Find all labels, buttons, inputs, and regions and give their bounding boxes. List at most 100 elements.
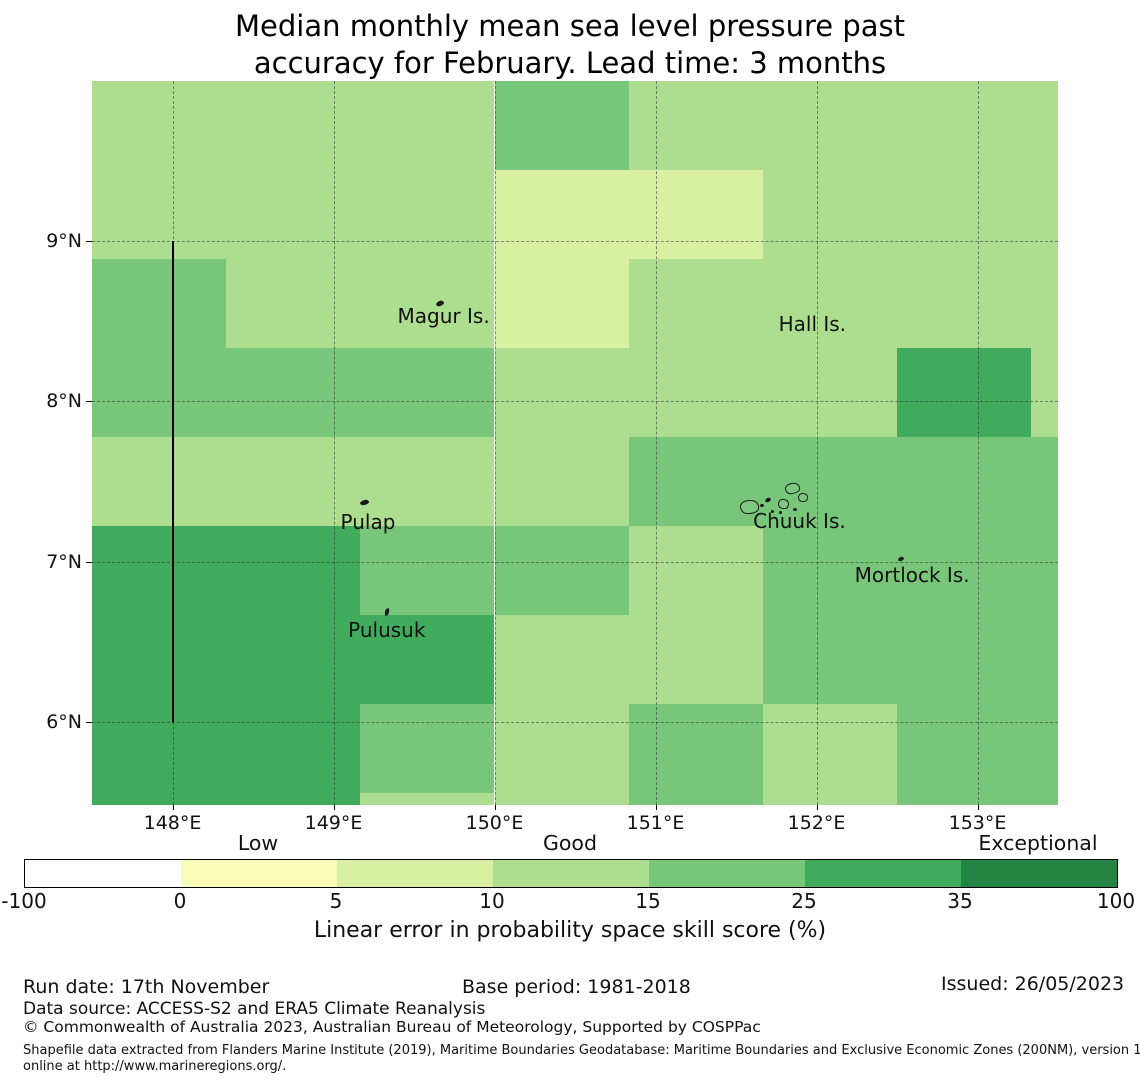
map-cell [226, 436, 361, 526]
map-cell [897, 258, 1032, 348]
longitude-tick-label: 150°E [465, 812, 524, 834]
map-cell [628, 81, 763, 170]
map-cell [494, 258, 629, 348]
latitude-tick [86, 241, 92, 243]
map-cell [360, 703, 495, 793]
colorbar-category-label: Good [543, 831, 597, 855]
chart-title-line1: Median monthly mean sea level pressure p… [235, 9, 905, 43]
latitude-gridline [92, 561, 1058, 563]
latitude-gridline [92, 721, 1058, 723]
map-cell [897, 436, 1032, 526]
map-cell [762, 258, 897, 348]
map-cell [360, 347, 495, 437]
longitude-tick [172, 805, 174, 810]
colorbar-tick-label: -100 [1, 889, 47, 913]
island-shape-mark [771, 510, 775, 514]
island-label: Chuuk Is. [753, 508, 846, 533]
map-plot-area: 148°E 149°E 150°E 151°E 152°E 153°E 9°N 8°N 7°N 6… [46, 81, 1058, 834]
map-cell [360, 436, 495, 526]
map-cell [494, 81, 629, 170]
map-cell [360, 614, 495, 704]
map-cell [226, 347, 361, 437]
colorbar-tick-label: 0 [173, 889, 187, 913]
colorbar-segment [805, 860, 961, 887]
map-cell [360, 792, 495, 805]
longitude-tick-label: 151°E [626, 812, 685, 834]
map-cell [494, 614, 629, 704]
map-cell [628, 525, 763, 615]
map-cell [92, 525, 227, 615]
map-cell [360, 258, 495, 348]
longitude-gridline [977, 81, 979, 805]
shapefile-attribution-line2: online at http://www.marineregions.org/. [23, 1059, 287, 1074]
colorbar-segment [181, 860, 337, 887]
map-cell [762, 703, 897, 793]
longitude-tick [333, 805, 335, 810]
colorbar-category-label: Low [237, 831, 279, 855]
longitude-tick-label: 153°E [948, 812, 1007, 834]
map-cell [1031, 436, 1058, 526]
map-cell [92, 614, 227, 704]
map-cell [494, 792, 629, 805]
longitude-tick-label: 152°E [787, 812, 846, 834]
longitude-tick [977, 805, 979, 810]
island-label: Pulap [340, 509, 396, 534]
map-cell [1031, 525, 1058, 615]
map-cell [762, 614, 897, 704]
map-cell [360, 169, 495, 259]
map-cell [226, 525, 361, 615]
island-label: Hall Is. [778, 312, 847, 337]
map-cell [1031, 703, 1058, 793]
map-cell [92, 81, 227, 170]
map-cell [226, 258, 361, 348]
map-cell [628, 436, 763, 526]
map-cell [897, 81, 1032, 170]
map-cell [1031, 792, 1058, 805]
map-cell [628, 169, 763, 259]
map-cell [92, 258, 227, 348]
map-cell [494, 703, 629, 793]
map-cell [92, 347, 227, 437]
colorbar-category-label: Exceptional [978, 831, 1098, 855]
map-cell [494, 347, 629, 437]
base-period-text: Base period: 1981-2018 [462, 976, 691, 998]
longitude-tick [494, 805, 496, 810]
latitude-tick [86, 721, 92, 723]
colorbar-tick-label: 10 [479, 889, 505, 913]
longitude-tick-label: 148°E [143, 812, 202, 834]
map-cell [628, 703, 763, 793]
colorbar-tick-label: 25 [791, 889, 817, 913]
map-cell [762, 792, 897, 805]
map-cell [762, 436, 897, 526]
colorbar-tick-label: 100 [1096, 889, 1136, 913]
map-cell [762, 81, 897, 170]
map-cell [1031, 614, 1058, 704]
longitude-tick [816, 805, 818, 810]
longitude-gridline [816, 81, 818, 805]
run-date-text: Run date: 17th November [23, 976, 270, 998]
map-cell [628, 614, 763, 704]
map-cell [628, 347, 763, 437]
map-cell [897, 703, 1032, 793]
map-cell [92, 703, 227, 793]
map-cell [92, 436, 227, 526]
map-cell [897, 525, 1032, 615]
longitude-tick [655, 805, 657, 810]
map-cell [897, 347, 1032, 437]
colorbar-caption: Linear error in probability space skill … [313, 918, 827, 943]
map-cell [226, 169, 361, 259]
island-shape-mark [792, 508, 797, 512]
map-cell [226, 703, 361, 793]
colorbar-segment [493, 860, 649, 887]
island-label: Pulusuk [348, 617, 426, 642]
map-cell [897, 169, 1032, 259]
map-cell [92, 792, 227, 805]
island-label: Magur Is. [397, 304, 490, 329]
map-cell [897, 792, 1032, 805]
island-shape-mark [779, 511, 783, 515]
longitude-tick-label: 149°E [304, 812, 363, 834]
chart-title: Median monthly mean sea level pressure p… [0, 8, 1140, 82]
map-cell [1031, 258, 1058, 348]
longitude-gridline [655, 81, 657, 805]
